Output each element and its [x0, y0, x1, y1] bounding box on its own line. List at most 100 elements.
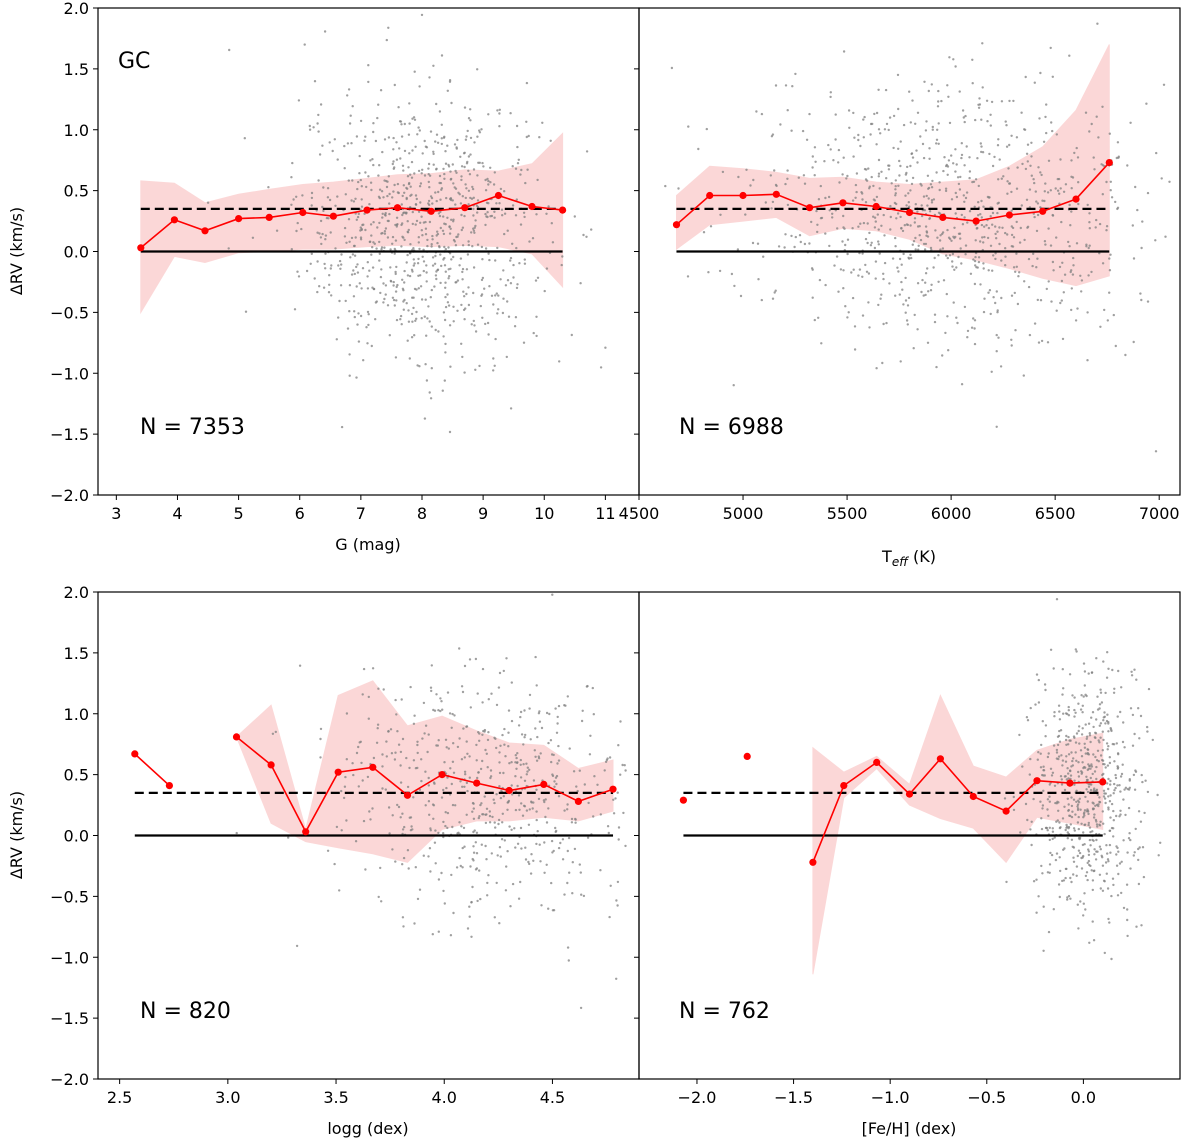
scatter-point — [526, 168, 529, 171]
scatter-point — [936, 128, 939, 131]
scatter-point — [435, 102, 438, 106]
scatter-point — [348, 310, 351, 313]
scatter-point — [544, 798, 547, 801]
scatter-point — [1133, 788, 1137, 791]
scatter-point — [1046, 191, 1050, 194]
scatter-point — [1029, 828, 1032, 831]
scatter-point — [439, 181, 443, 185]
scatter-point — [429, 827, 432, 830]
scatter-point — [553, 780, 556, 783]
scatter-point — [905, 319, 909, 322]
scatter-point — [1040, 339, 1044, 343]
scatter-point — [409, 685, 412, 689]
scatter-point — [1140, 298, 1143, 302]
scatter-point — [1099, 688, 1102, 691]
scatter-point — [870, 241, 873, 244]
count-label: N = 762 — [679, 999, 770, 1024]
scatter-point — [486, 177, 489, 181]
scatter-point — [1145, 102, 1148, 105]
scatter-point — [420, 758, 423, 761]
scatter-point — [1069, 224, 1072, 227]
scatter-point — [469, 136, 473, 140]
scatter-point — [956, 321, 959, 325]
scatter-point — [417, 274, 420, 277]
y-tick-label: −2.0 — [50, 1070, 89, 1089]
scatter-point — [1019, 831, 1022, 834]
scatter-point — [1062, 712, 1065, 715]
median-point — [403, 791, 412, 799]
scatter-point — [946, 173, 949, 176]
scatter-point — [836, 227, 839, 230]
scatter-point — [412, 116, 416, 119]
scatter-point — [478, 364, 481, 368]
scatter-point — [414, 145, 417, 148]
scatter-point — [1070, 187, 1073, 190]
scatter-point — [443, 379, 446, 382]
scatter-point — [861, 252, 864, 255]
scatter-point — [421, 168, 424, 171]
scatter-point — [1103, 711, 1106, 714]
scatter-point — [968, 210, 972, 213]
scatter-point — [535, 788, 538, 791]
scatter-point — [936, 105, 940, 108]
y-tick-label: −0.5 — [50, 303, 89, 322]
scatter-point — [1057, 883, 1061, 886]
scatter-point — [908, 257, 911, 260]
scatter-point — [819, 184, 822, 188]
scatter-point — [994, 301, 997, 305]
scatter-point — [443, 172, 446, 176]
scatter-point — [345, 819, 348, 822]
median-point — [1105, 159, 1113, 167]
scatter-point — [1089, 830, 1092, 834]
scatter-point — [549, 139, 552, 142]
scatter-point — [1077, 202, 1080, 206]
scatter-point — [453, 240, 456, 243]
scatter-point — [1134, 827, 1137, 831]
scatter-point — [1143, 811, 1146, 815]
reference-layer — [683, 791, 1103, 837]
scatter-point — [1015, 136, 1019, 139]
scatter-point — [354, 236, 357, 239]
scatter-point — [866, 241, 869, 245]
band-layer — [140, 132, 564, 315]
scatter-point — [372, 287, 376, 291]
scatter-point — [463, 214, 466, 218]
scatter-point — [424, 804, 427, 807]
scatter-point — [989, 124, 992, 127]
scatter-point — [466, 752, 469, 755]
scatter-point — [422, 701, 426, 705]
scatter-point — [1108, 843, 1112, 847]
scatter-point — [1042, 765, 1045, 768]
scatter-point — [308, 124, 311, 128]
scatter-point — [511, 165, 514, 168]
scatter-point — [916, 225, 920, 228]
scatter-point — [486, 738, 490, 742]
scatter-point — [1119, 710, 1122, 714]
y-axis: 2.01.51.00.50.0−0.5−1.0−1.5−2.0 — [50, 0, 98, 505]
median-point — [265, 213, 273, 221]
scatter-point — [407, 309, 410, 312]
scatter-point — [1112, 819, 1115, 822]
scatter-point — [275, 229, 279, 232]
scatter-point — [406, 253, 409, 257]
scatter-point — [319, 727, 323, 731]
scatter-point — [880, 293, 883, 296]
scatter-point — [894, 236, 897, 240]
scatter-point — [557, 704, 561, 708]
scatter-point — [494, 337, 497, 341]
scatter-point — [925, 120, 928, 123]
scatter-point — [1053, 715, 1056, 718]
scatter-point — [829, 91, 832, 94]
scatter-point — [396, 730, 399, 733]
scatter-point — [472, 319, 475, 323]
scatter-point — [393, 166, 396, 169]
x-tick-label: 7 — [356, 504, 366, 523]
scatter-point — [443, 245, 446, 249]
scatter-point — [353, 254, 357, 257]
scatter-point — [1107, 860, 1110, 863]
scatter-point — [410, 176, 414, 179]
scatter-point — [391, 196, 394, 199]
scatter-point — [440, 142, 443, 146]
scatter-point — [1056, 735, 1060, 738]
scatter-point — [381, 753, 384, 756]
